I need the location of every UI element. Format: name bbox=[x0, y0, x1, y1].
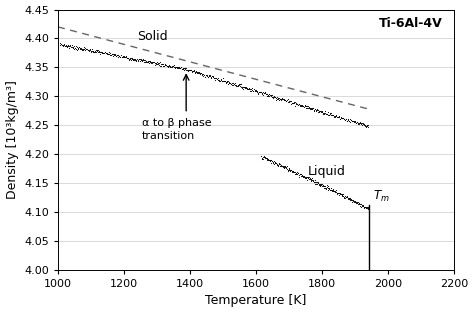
Text: $T_m$: $T_m$ bbox=[374, 189, 390, 204]
Y-axis label: Density [10³kg/m³]: Density [10³kg/m³] bbox=[6, 80, 18, 199]
Text: Solid: Solid bbox=[137, 29, 168, 43]
Text: Liquid: Liquid bbox=[307, 166, 345, 178]
Text: α to β phase
transition: α to β phase transition bbox=[142, 118, 212, 141]
Text: Ti-6Al-4V: Ti-6Al-4V bbox=[379, 17, 442, 30]
X-axis label: Temperature [K]: Temperature [K] bbox=[206, 295, 307, 307]
